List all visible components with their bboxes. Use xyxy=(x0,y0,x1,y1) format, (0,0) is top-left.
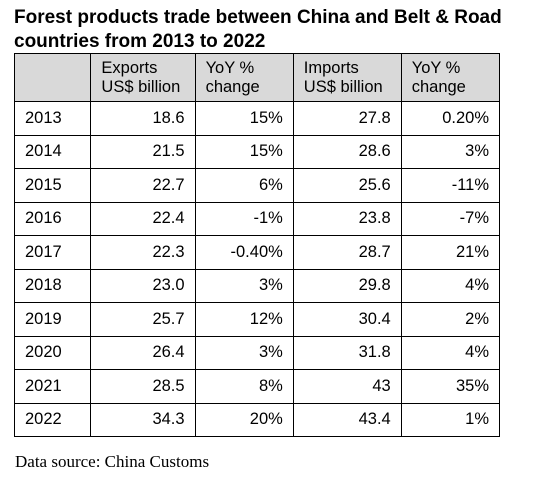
header-year xyxy=(13,53,92,102)
cell-imports-yoy: 35% xyxy=(400,369,501,404)
cell-imports-yoy: 4% xyxy=(400,335,501,370)
cell-exports: 21.5 xyxy=(90,134,196,169)
table-row: 2020 26.4 3% 31.8 4% xyxy=(13,335,501,370)
cell-imports: 23.8 xyxy=(292,201,402,236)
table-row: 2018 23.0 3% 29.8 4% xyxy=(13,268,501,303)
cell-exports-yoy: 20% xyxy=(194,402,294,437)
cell-imports-yoy: -7% xyxy=(400,201,501,236)
cell-year: 2018 xyxy=(13,268,92,303)
cell-exports-yoy: 3% xyxy=(194,268,294,303)
cell-imports-yoy: 3% xyxy=(400,134,501,169)
table-body: 2013 18.6 15% 27.8 0.20% 2014 21.5 15% 2… xyxy=(13,101,501,437)
cell-exports: 18.6 xyxy=(90,101,196,136)
header-imports-yoy-line-1: YoY % xyxy=(411,58,461,77)
header-imports-yoy: YoY % change xyxy=(400,53,501,102)
cell-imports: 25.6 xyxy=(292,168,402,203)
cell-imports-yoy: 1% xyxy=(400,402,501,437)
cell-imports: 30.4 xyxy=(292,302,402,337)
cell-year: 2014 xyxy=(13,134,92,169)
cell-year: 2015 xyxy=(13,168,92,203)
cell-exports-yoy: -0.40% xyxy=(194,235,294,270)
header-exports-yoy-line-1: YoY % xyxy=(205,58,255,77)
title-line-1: Forest products trade between China and … xyxy=(14,7,502,28)
table-row: 2021 28.5 8% 43 35% xyxy=(13,369,501,404)
cell-imports: 43.4 xyxy=(292,402,402,437)
header-exports-yoy-line-2: change xyxy=(205,77,260,96)
table-row: 2022 34.3 20% 43.4 1% xyxy=(13,402,501,437)
cell-year: 2019 xyxy=(13,302,92,337)
cell-imports-yoy: 4% xyxy=(400,268,501,303)
header-imports: Imports US$ billion xyxy=(292,53,402,102)
cell-imports: 29.8 xyxy=(292,268,402,303)
table-title: Forest products trade between China and … xyxy=(14,6,538,54)
cell-exports-yoy: 12% xyxy=(194,302,294,337)
table-row: 2015 22.7 6% 25.6 -11% xyxy=(13,168,501,203)
cell-exports-yoy: 15% xyxy=(194,101,294,136)
table-row: 2017 22.3 -0.40% 28.7 21% xyxy=(13,235,501,270)
cell-imports: 43 xyxy=(292,369,402,404)
header-imports-yoy-line-2: change xyxy=(411,77,466,96)
cell-imports-yoy: 21% xyxy=(400,235,501,270)
cell-exports-yoy: 6% xyxy=(194,168,294,203)
cell-imports: 31.8 xyxy=(292,335,402,370)
cell-exports: 22.3 xyxy=(90,235,196,270)
data-source-note: Data source: China Customs xyxy=(15,452,210,471)
header-exports-line-1: Exports xyxy=(101,58,158,77)
cell-year: 2020 xyxy=(13,335,92,370)
cell-imports: 28.7 xyxy=(292,235,402,270)
cell-imports-yoy: -11% xyxy=(400,168,501,203)
cell-exports-yoy: 3% xyxy=(194,335,294,370)
table-row: 2016 22.4 -1% 23.8 -7% xyxy=(13,201,501,236)
cell-imports-yoy: 2% xyxy=(400,302,501,337)
trade-table: Exports US$ billion YoY % change Imports… xyxy=(13,53,501,437)
header-imports-line-1: Imports xyxy=(303,58,359,77)
cell-year: 2013 xyxy=(13,101,92,136)
cell-imports: 27.8 xyxy=(292,101,402,136)
cell-exports: 23.0 xyxy=(90,268,196,303)
cell-exports-yoy: -1% xyxy=(194,201,294,236)
cell-imports-yoy: 0.20% xyxy=(400,101,501,136)
table-row: 2019 25.7 12% 30.4 2% xyxy=(13,302,501,337)
cell-year: 2021 xyxy=(13,369,92,404)
cell-exports: 28.5 xyxy=(90,369,196,404)
cell-year: 2017 xyxy=(13,235,92,270)
cell-year: 2022 xyxy=(13,402,92,437)
cell-exports: 26.4 xyxy=(90,335,196,370)
header-imports-line-2: US$ billion xyxy=(303,77,383,96)
cell-exports-yoy: 8% xyxy=(194,369,294,404)
header-row: Exports US$ billion YoY % change Imports… xyxy=(13,53,501,102)
header-exports: Exports US$ billion xyxy=(90,53,196,102)
cell-exports: 22.7 xyxy=(90,168,196,203)
table-row: 2014 21.5 15% 28.6 3% xyxy=(13,134,501,169)
cell-imports: 28.6 xyxy=(292,134,402,169)
cell-year: 2016 xyxy=(13,201,92,236)
cell-exports: 34.3 xyxy=(90,402,196,437)
table-row: 2013 18.6 15% 27.8 0.20% xyxy=(13,101,501,136)
table-header: Exports US$ billion YoY % change Imports… xyxy=(13,53,501,102)
header-exports-yoy: YoY % change xyxy=(194,53,294,102)
cell-exports: 25.7 xyxy=(90,302,196,337)
title-line-2: countries from 2013 to 2022 xyxy=(14,31,266,52)
header-exports-line-2: US$ billion xyxy=(101,77,181,96)
cell-exports: 22.4 xyxy=(90,201,196,236)
cell-exports-yoy: 15% xyxy=(194,134,294,169)
